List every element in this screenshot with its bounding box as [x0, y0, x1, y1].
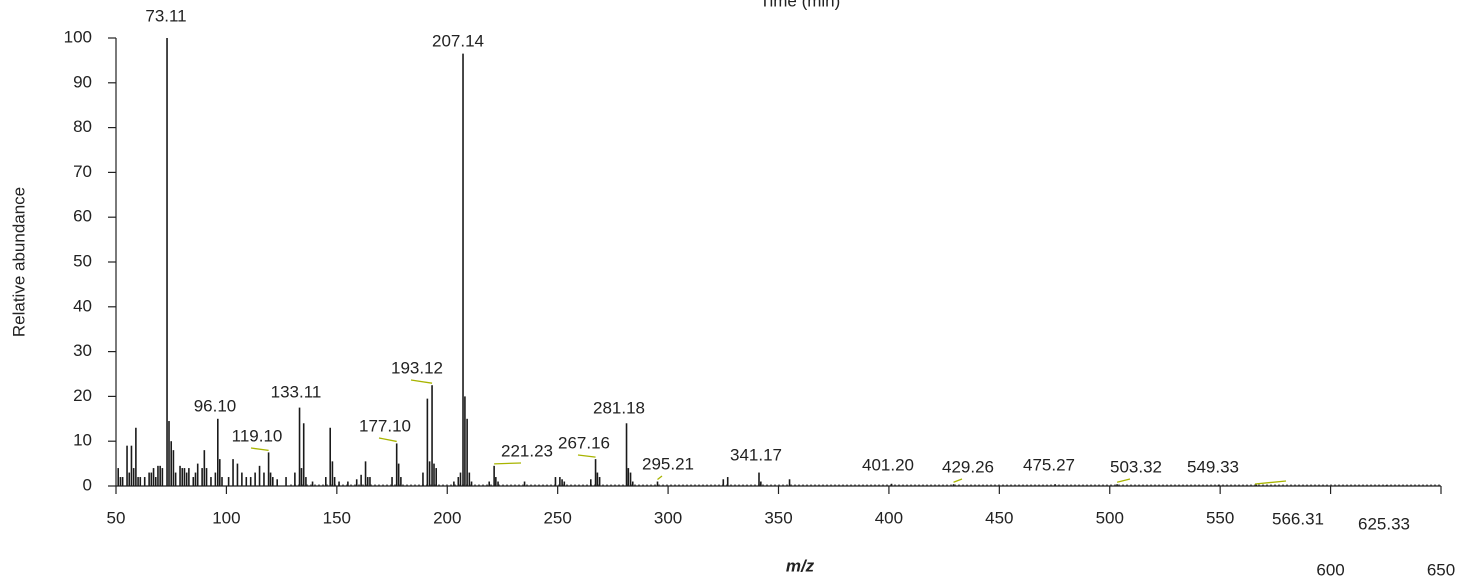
y-tick-label: 70 — [73, 162, 92, 181]
peak-label: 503.32 — [1110, 457, 1162, 476]
x-tick-label: 450 — [985, 508, 1013, 527]
x-tick-label: 550 — [1206, 508, 1234, 527]
y-tick-label: 10 — [73, 431, 92, 450]
y-tick-label: 0 — [83, 475, 92, 494]
x-tick-label: 150 — [323, 508, 351, 527]
peak-label: 96.10 — [194, 396, 237, 415]
leader-line — [378, 437, 397, 443]
peak-label: 549.33 — [1187, 457, 1239, 476]
peak-label: 401.20 — [862, 455, 914, 474]
leader-line — [1254, 480, 1287, 485]
peak-label: 475.27 — [1023, 455, 1075, 474]
chart-title: Time (min) — [760, 0, 841, 10]
peak-label: 221.23 — [501, 441, 553, 460]
x-tick-label: 200 — [433, 508, 461, 527]
y-tick-label: 30 — [73, 341, 92, 360]
leader-line — [250, 447, 269, 452]
x-tick-label: 600 — [1316, 560, 1344, 579]
peak-label: 193.12 — [391, 358, 443, 377]
peak-label: 341.17 — [730, 445, 782, 464]
y-tick-label: 50 — [73, 251, 92, 270]
y-tick-label: 80 — [73, 117, 92, 136]
y-axis-label: Relative abundance — [9, 187, 28, 337]
peak-label: 73.11 — [145, 6, 186, 25]
leader-line — [953, 478, 963, 483]
y-tick-label: 90 — [73, 72, 92, 91]
peak-label: 267.16 — [558, 433, 610, 452]
peak-label: 625.33 — [1358, 514, 1410, 533]
x-axis-label: m/z — [786, 556, 815, 575]
x-tick-label: 400 — [875, 508, 903, 527]
y-tick-label: 60 — [73, 207, 92, 226]
y-tick-label: 40 — [73, 296, 92, 315]
leader-line — [1116, 478, 1131, 483]
x-tick-label: 300 — [654, 508, 682, 527]
peak-label: 177.10 — [359, 416, 411, 435]
x-tick-label: 500 — [1096, 508, 1124, 527]
x-tick-label: 250 — [543, 508, 571, 527]
y-tick-label: 20 — [73, 386, 92, 405]
leader-line — [494, 462, 522, 465]
x-tick-label: 350 — [764, 508, 792, 527]
peak-label: 429.26 — [942, 457, 994, 476]
x-tick-label: 100 — [212, 508, 240, 527]
peak-label: 119.10 — [232, 426, 283, 445]
peak-label: 295.21 — [642, 454, 694, 473]
leader-line — [577, 454, 596, 458]
peak-label: 281.18 — [593, 398, 645, 417]
peak-label: 207.14 — [432, 31, 484, 50]
leader-line — [410, 379, 433, 384]
x-tick-label: 650 — [1427, 560, 1455, 579]
x-tick-label: 50 — [107, 508, 126, 527]
leader-line — [657, 475, 663, 481]
peak-label: 566.31 — [1272, 509, 1324, 528]
peak-label: 133.11 — [271, 382, 322, 401]
y-tick-label: 100 — [64, 27, 92, 46]
